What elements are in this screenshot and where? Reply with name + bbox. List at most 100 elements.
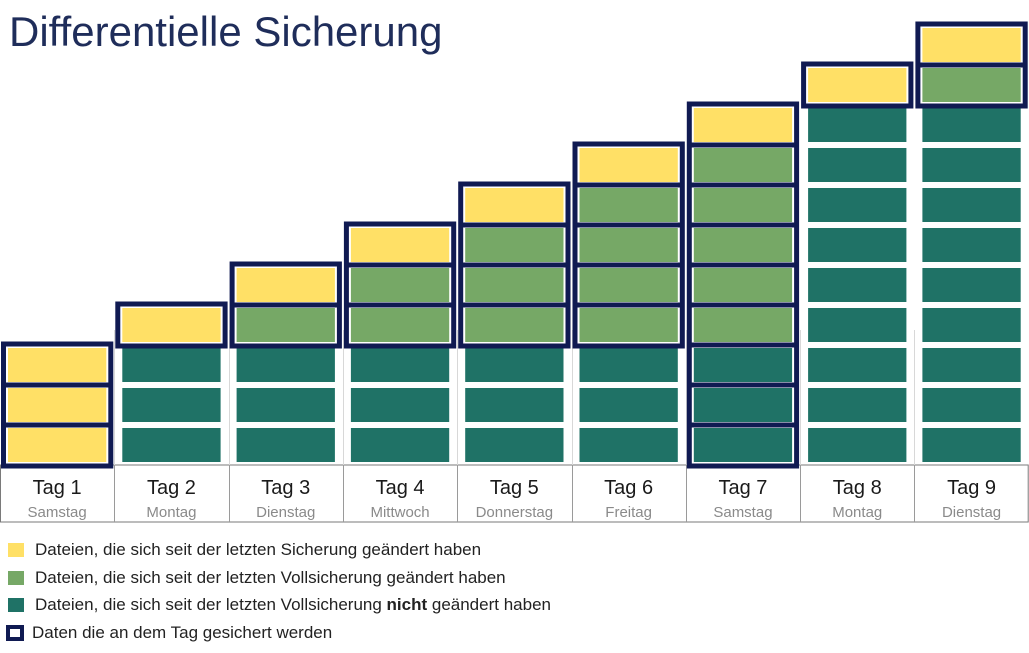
file-block-dark-green [122,388,221,422]
legend-label: Dateien, die sich seit der letzten Siche… [35,540,482,559]
file-block-dark-green [236,428,335,462]
file-block-dark-green [922,188,1021,222]
file-block-dark-green [465,428,564,462]
weekday-label: Montag [146,504,196,521]
legend-item-changed-since-last-backup: Dateien, die sich seit der letzten Siche… [8,537,708,563]
file-block-dark-green [808,108,907,142]
file-block-dark-green [922,348,1021,382]
legend-item-unchanged-since-full-backup: Dateien, die sich seit der letzten Volls… [8,592,708,618]
weekday-label: Donnerstag [476,504,554,521]
file-block-light-green [350,308,450,342]
file-block-dark-green [465,348,564,382]
file-block-dark-green [579,348,678,382]
day-label: Tag 1 [33,477,82,499]
file-block-dark-green [465,388,564,422]
file-block-dark-green [579,428,678,462]
file-block-dark-green [350,388,450,422]
weekday-label: Freitag [605,504,652,521]
file-block-light-green [350,268,450,302]
legend-label: Dateien, die sich seit der letzten Volls… [35,595,551,614]
file-block-yellow [8,348,107,382]
weekday-label: Mittwoch [370,504,429,521]
file-block-dark-green [808,388,907,422]
file-block-dark-green [922,148,1021,182]
day-label: Tag 6 [604,477,653,499]
weekday-label: Samstag [28,504,87,521]
saved-data-frame [572,141,685,349]
file-block-dark-green [122,428,221,462]
file-block-yellow [236,268,335,302]
file-block-dark-green [922,108,1021,142]
weekday-label: Dienstag [256,504,315,521]
file-block-dark-green [808,428,907,462]
file-block-dark-green [808,148,907,182]
weekday-label: Dienstag [942,504,1001,521]
saved-data-frame [1,341,114,469]
file-block-light-green [579,268,678,302]
day-label: Tag 7 [718,477,767,499]
file-block-dark-green [922,428,1021,462]
saved-data-frame [686,101,800,469]
file-block-yellow [122,308,221,342]
file-block-light-green [579,308,678,342]
weekday-label: Samstag [713,504,772,521]
file-block-light-green [579,188,678,222]
day-label: Tag 5 [490,477,539,499]
legend-swatch-light-green [8,571,24,585]
file-block-light-green [465,228,564,262]
file-block-yellow [693,108,793,142]
file-block-dark-green [350,428,450,462]
file-block-dark-green [922,228,1021,262]
file-block-dark-green [808,268,907,302]
day-table-border [0,464,1029,523]
file-block-dark-green [693,348,793,382]
file-block-dark-green [693,388,793,422]
file-block-light-green [693,268,793,302]
file-block-dark-green [808,308,907,342]
file-block-light-green [579,228,678,262]
saved-data-frame [343,221,457,349]
file-block-yellow [808,68,907,102]
file-block-light-green [465,308,564,342]
day-label: Tag 3 [261,477,310,499]
file-block-light-green [236,308,335,342]
file-block-yellow [922,28,1021,62]
legend-swatch-yellow [8,543,24,557]
day-label: Tag 4 [376,477,425,499]
file-block-dark-green [693,428,793,462]
legend-label: Dateien, die sich seit der letzten Volls… [35,568,506,587]
file-block-yellow [465,188,564,222]
legend-item-changed-since-full-backup: Dateien, die sich seit der letzten Volls… [8,565,708,591]
file-block-dark-green [236,348,335,382]
file-block-dark-green [808,228,907,262]
saved-data-frame [115,301,228,349]
file-block-dark-green [922,308,1021,342]
legend-swatch-frame [6,625,24,641]
file-block-light-green [922,68,1021,102]
file-block-yellow [579,148,678,182]
day-label: Tag 8 [833,477,882,499]
file-block-light-green [693,188,793,222]
file-block-dark-green [236,388,335,422]
legend-swatch-dark-green [8,598,24,612]
saved-data-frame [801,61,914,109]
file-block-light-green [693,228,793,262]
file-block-dark-green [808,348,907,382]
file-block-dark-green [350,348,450,382]
weekday-label: Montag [832,504,882,521]
day-label: Tag 2 [147,477,196,499]
file-block-light-green [693,148,793,182]
file-block-dark-green [122,348,221,382]
file-block-dark-green [922,268,1021,302]
day-label: Tag 9 [947,477,996,499]
legend-label: Daten die an dem Tag gesichert werden [32,623,333,642]
page-title: Differentielle Sicherung [9,8,443,55]
legend-item-saved-frame: Daten die an dem Tag gesichert werden [6,620,708,646]
file-block-light-green [465,268,564,302]
file-block-dark-green [579,388,678,422]
file-block-dark-green [808,188,907,222]
file-block-yellow [8,388,107,422]
file-block-yellow [8,428,107,462]
file-block-yellow [350,228,450,262]
